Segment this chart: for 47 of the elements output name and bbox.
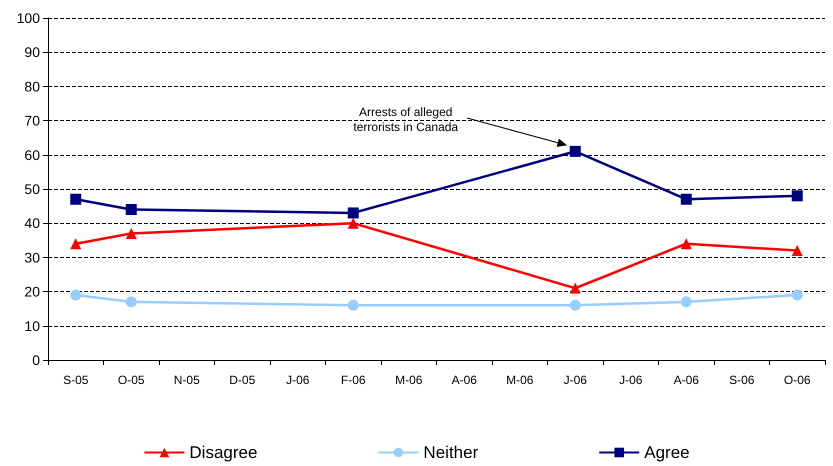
x-tick-label: D-05 xyxy=(229,373,256,387)
point xyxy=(70,290,82,301)
point xyxy=(126,228,137,239)
legend-label: Agree xyxy=(644,443,690,462)
x-tick-label: M-06 xyxy=(395,373,423,387)
point xyxy=(348,207,359,218)
y-tick-label: 0 xyxy=(32,352,40,368)
point xyxy=(570,300,581,311)
x-tick-label: N-05 xyxy=(174,373,200,387)
x-tick-label: A-06 xyxy=(452,373,478,387)
y-tick-label: 30 xyxy=(24,249,40,266)
point xyxy=(70,238,82,250)
y-tick-label: 10 xyxy=(24,318,40,334)
annotation: Arrests of alleged terrorists in Canada xyxy=(352,105,460,136)
y-tick-label: 20 xyxy=(24,284,40,300)
y-tick-label: 100 xyxy=(16,10,40,26)
y-tick-label: 70 xyxy=(24,112,40,129)
x-tick-label: J-06 xyxy=(286,373,310,387)
y-tick-label: 50 xyxy=(24,181,40,197)
point xyxy=(126,204,137,216)
y-tick-label: 40 xyxy=(24,215,40,232)
legend-label: Disagree xyxy=(189,443,258,462)
point xyxy=(680,238,692,250)
y-tick-label: 60 xyxy=(24,146,40,163)
point xyxy=(348,300,359,311)
x-tick-label: M-06 xyxy=(506,373,534,387)
point xyxy=(126,296,137,308)
point xyxy=(792,290,803,301)
y-tick-label: 90 xyxy=(24,44,40,60)
point xyxy=(570,146,581,157)
point xyxy=(348,218,359,229)
point xyxy=(792,245,803,256)
x-tick-label: O-05 xyxy=(118,373,145,387)
point xyxy=(70,194,82,205)
x-tick-label: S-05 xyxy=(63,373,89,387)
x-tick-label: S-06 xyxy=(729,373,755,387)
x-tick-label: J-06 xyxy=(564,373,588,387)
x-tick-label: O-06 xyxy=(784,373,811,387)
point xyxy=(680,194,692,205)
point xyxy=(792,190,803,202)
point xyxy=(570,282,581,294)
x-tick-label: J-06 xyxy=(619,373,643,387)
point xyxy=(680,296,692,308)
x-tick-label: F-06 xyxy=(340,373,366,387)
legend-label: Neither xyxy=(423,443,479,462)
x-tick-label: A-06 xyxy=(674,373,700,387)
y-tick-label: 80 xyxy=(24,78,40,94)
